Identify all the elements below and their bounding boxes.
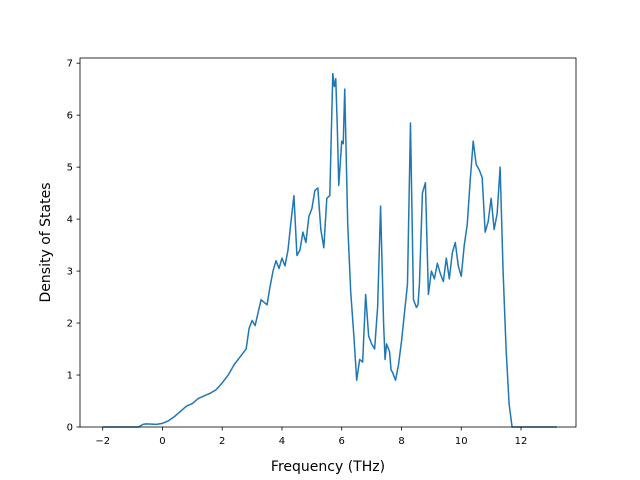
y-tick-label: 0 — [67, 423, 73, 434]
y-tick-label: 6 — [67, 111, 73, 122]
x-ticks: −2 0 2 4 6 8 10 12 — [95, 427, 527, 447]
x-tick-label: 10 — [455, 436, 468, 447]
y-tick-label: 3 — [67, 267, 73, 278]
series-layer — [102, 72, 557, 428]
y-axis-title: Density of States — [38, 183, 54, 303]
y-tick-label: 1 — [67, 371, 73, 382]
x-axis-title: Frequency (THz) — [271, 459, 385, 475]
y-tick-label: 2 — [67, 319, 73, 330]
x-tick-label: −2 — [95, 436, 110, 447]
x-tick-label: 4 — [279, 436, 285, 447]
x-tick-label: 12 — [515, 436, 528, 447]
dos-series-line — [102, 72, 557, 428]
x-tick-label: 8 — [398, 436, 404, 447]
y-ticks: 0 1 2 3 4 5 6 7 — [67, 59, 80, 434]
y-tick-label: 5 — [67, 163, 73, 174]
y-tick-label: 4 — [67, 215, 73, 226]
axes-frame — [79, 57, 577, 428]
x-tick-label: 2 — [219, 436, 225, 447]
x-tick-label: 6 — [339, 436, 345, 447]
y-tick-label: 7 — [67, 59, 73, 70]
x-tick-label: 0 — [159, 436, 165, 447]
